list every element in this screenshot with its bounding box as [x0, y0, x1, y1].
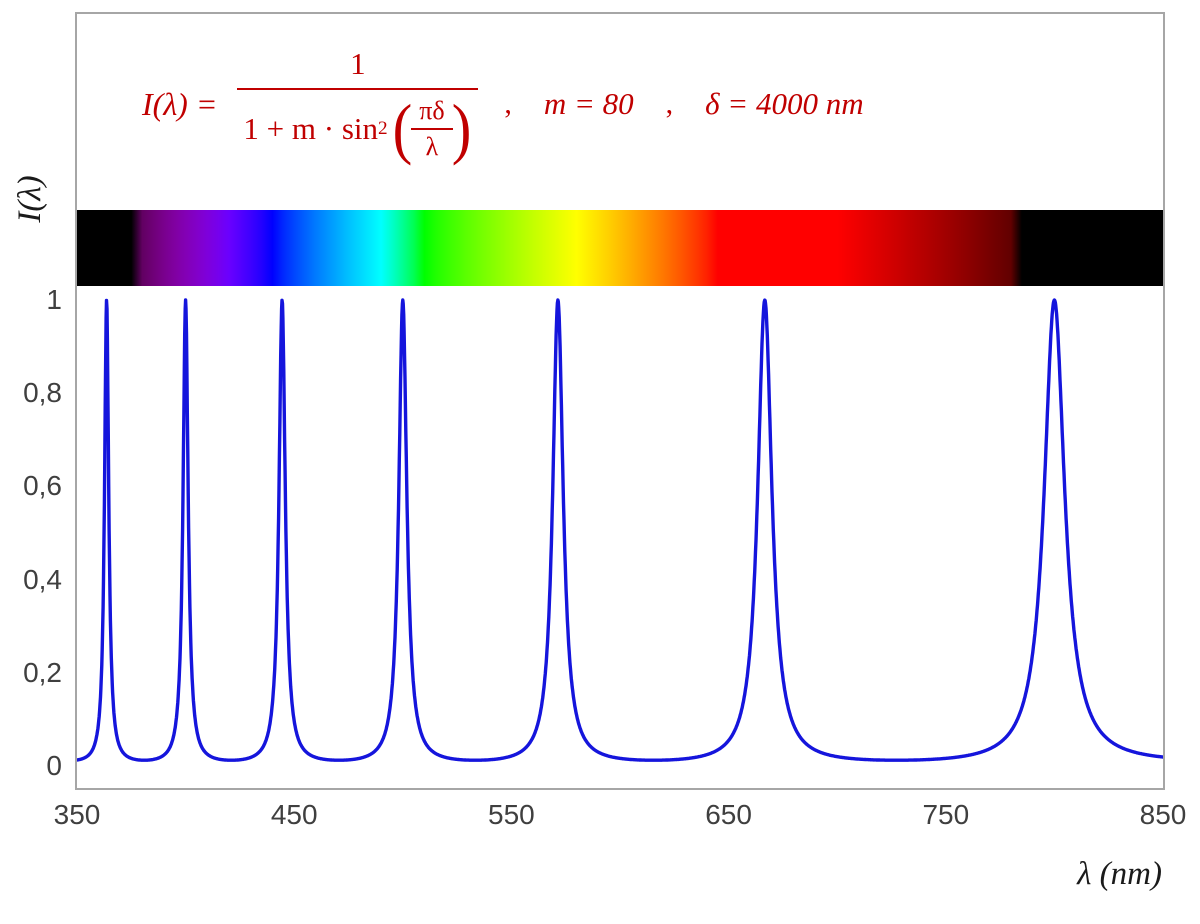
x-tick-label: 750 [922, 799, 970, 830]
y-tick-label: 0,2 [23, 656, 62, 688]
denominator-prefix: 1 + m · sin [243, 111, 379, 146]
inner-denominator: λ [425, 132, 439, 161]
x-tick-label: 850 [1139, 799, 1187, 830]
x-tick-label: 550 [488, 799, 535, 830]
formula-param-delta: δ = 4000 nm [705, 86, 864, 121]
formula-comma-2: , [665, 87, 674, 120]
y-tick-label: 0,8 [23, 377, 62, 409]
y-tick-label: 0,6 [23, 470, 62, 502]
x-tick-label: 350 [53, 799, 101, 830]
chart-frame [75, 12, 1165, 790]
fraction-denominator: 1 + m · sin 2 ( πδ λ ) [243, 90, 472, 162]
y-tick-label: 0 [46, 750, 62, 781]
fraction-numerator: 1 [237, 46, 479, 90]
inner-numerator: πδ [411, 96, 453, 130]
y-axis-title: I(λ) [12, 175, 48, 223]
sin-exponent: 2 [378, 118, 388, 139]
intensity-curve-plot [77, 298, 1163, 762]
formula-lhs: I(λ) = [142, 85, 218, 122]
formula-comma-1: , [504, 87, 512, 120]
inner-fraction: πδ λ [411, 96, 453, 162]
x-axis-title: λ (nm) [1077, 856, 1162, 892]
airy-curve [77, 298, 1163, 762]
formula-param-m: m = 80 [543, 86, 634, 121]
formula-fraction: 1 1 + m · sin 2 ( πδ λ ) [237, 46, 479, 162]
open-paren: ( [392, 90, 413, 166]
y-tick-label: 0,4 [23, 563, 62, 595]
y-tick-label: 1 [46, 284, 62, 315]
formula-annotation: I(λ) = 1 1 + m · sin 2 ( πδ λ ) , m = 80 … [142, 34, 1080, 174]
x-tick-label: 450 [270, 799, 318, 830]
visible-spectrum-bar [77, 210, 1163, 286]
close-paren: ) [451, 90, 472, 166]
x-tick-label: 650 [705, 799, 752, 830]
